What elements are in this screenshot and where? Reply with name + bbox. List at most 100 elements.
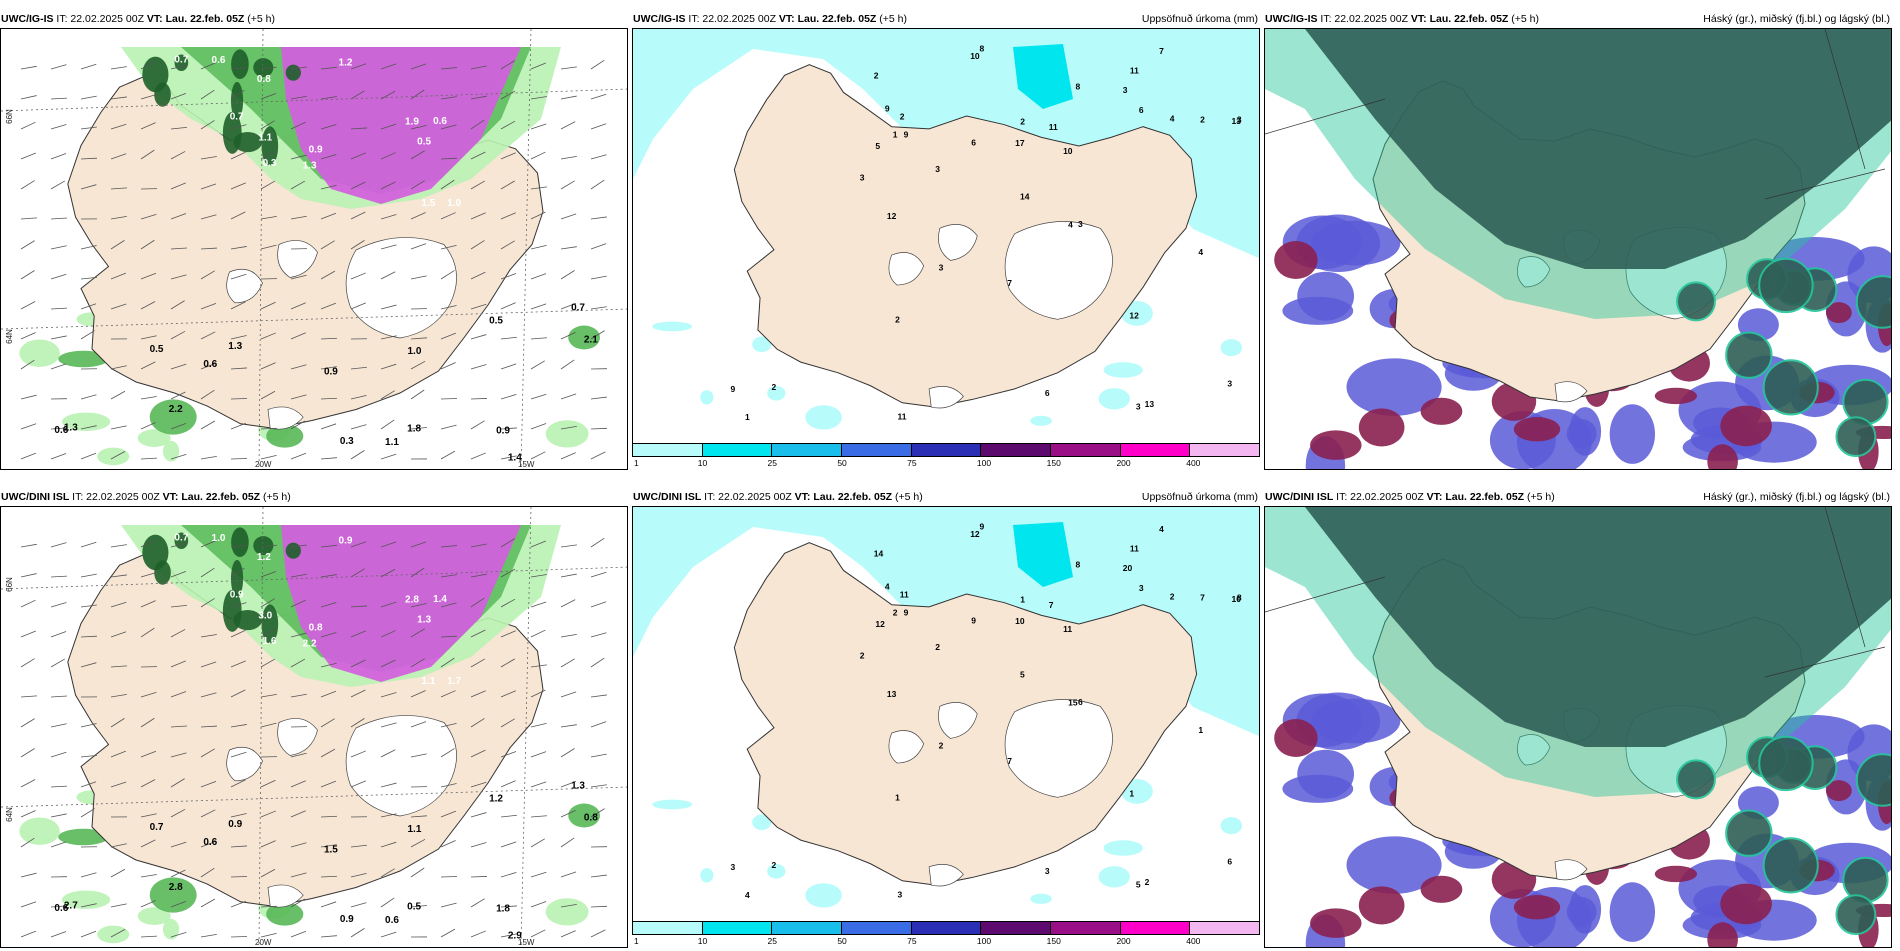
legend-swatch: [912, 922, 982, 934]
precip-value-label: 0.6: [203, 837, 217, 848]
convective-cell: [1759, 259, 1812, 312]
precip-amount-label: 11: [1130, 543, 1139, 553]
precip-amount-label: 1: [1129, 789, 1134, 799]
precip-area: [19, 817, 60, 845]
legend-swatch: [1190, 444, 1259, 456]
legend-tick-label: 400: [1186, 458, 1200, 468]
precip-value-label: 1.0: [408, 346, 422, 357]
precip-amount-label: 3: [935, 164, 940, 174]
precip-value-label: 0.7: [230, 112, 244, 123]
cloud-map[interactable]: [1264, 506, 1892, 948]
panel-row1-cloud: UWC/IG-IS IT: 22.02.2025 00Z VT: Lau. 22…: [1264, 12, 1892, 470]
legend-swatch: [842, 922, 912, 934]
panel-title: UWC/IG-IS IT: 22.02.2025 00Z VT: Lau. 22…: [1265, 13, 1539, 26]
precip-value-label: 2.1: [584, 335, 598, 346]
panel-row2-cloud: UWC/DINI ISL IT: 22.02.2025 00Z VT: Lau.…: [1264, 490, 1892, 948]
legend-swatch: [633, 444, 703, 456]
panel-row2-precip: UWC/DINI ISL IT: 22.02.2025 00Z VT: Lau.…: [632, 490, 1260, 948]
precip-area: [1030, 416, 1052, 426]
legend-colorbar: [632, 443, 1260, 457]
precip-amount-label: 11: [1063, 624, 1072, 634]
precip-value-label: 0.9: [496, 425, 510, 436]
precip-amount-label: 12: [887, 211, 897, 221]
mid-cloud: [1610, 882, 1655, 942]
precip-value-label: 0.5: [489, 315, 503, 326]
precip-amount-label: 10: [970, 51, 980, 61]
legend-tick-label: 50: [837, 458, 846, 468]
panel-field-title: Háský (gr.), miðský (fj.bl.) og lágský (…: [1703, 491, 1890, 504]
legend-tick-label: 1: [634, 936, 639, 946]
legend-tick-label: 200: [1116, 458, 1130, 468]
precip-amount-label: 8: [1075, 82, 1080, 92]
precip-value-label: 1.5: [421, 198, 435, 209]
panel-field-title: Uppsöfnuð úrkoma (mm): [1142, 491, 1258, 504]
precip-value-label: 0.9: [309, 144, 323, 155]
precip-amount-label: 20: [1123, 563, 1133, 573]
panel-title: UWC/IG-IS IT: 22.02.2025 00Z VT: Lau. 22…: [633, 13, 907, 26]
wind-barb: [471, 876, 487, 877]
precip-value-label: 3.0: [258, 611, 272, 622]
precip-amount-label: 3: [731, 862, 736, 872]
precip-amount-label: 7: [1007, 756, 1012, 766]
precip-amount-label: 4: [885, 581, 890, 591]
precip-value-label: 1.9: [405, 117, 419, 128]
low-cloud: [1720, 884, 1772, 925]
precip-amount-label: 12: [1129, 311, 1139, 321]
lon-label: 15W: [518, 460, 534, 469]
precip-value-label: 1.1: [258, 133, 272, 144]
panel-title: UWC/DINI ISL IT: 22.02.2025 00Z VT: Lau.…: [1265, 491, 1555, 504]
precip-amount-label: 13: [1145, 399, 1155, 409]
precip-area: [163, 919, 179, 940]
legend-tick-label: 10: [698, 936, 707, 946]
precip-amount-label: 6: [1078, 697, 1083, 707]
precip-value-label: 1.0: [447, 198, 461, 209]
precip-amount-label: 6: [1045, 388, 1050, 398]
precip-amount-label: 11: [897, 411, 906, 421]
precip-amount-label: 2: [939, 741, 944, 751]
panel-field-title: Uppsöfnuð úrkoma (mm): [1142, 13, 1258, 26]
panel-header: UWC/IG-IS IT: 22.02.2025 00Z VT: Lau. 22…: [1264, 12, 1892, 27]
precip-amount-label: 3: [860, 172, 865, 182]
low-cloud: [1310, 908, 1361, 938]
cloud-map[interactable]: [1264, 28, 1892, 470]
legend-swatch: [1051, 444, 1121, 456]
precip-cell: [154, 82, 171, 106]
legend-swatch: [772, 922, 842, 934]
lon-label: 20W: [255, 938, 271, 947]
wind-barb: [231, 936, 247, 937]
precip-amount-label: 9: [904, 129, 909, 139]
precip-value-label: 0.6: [203, 359, 217, 370]
low-cloud: [1274, 719, 1317, 757]
precip-area: [767, 386, 785, 401]
low-cloud: [1514, 417, 1560, 441]
precip-cell: [231, 49, 249, 79]
precip-value-label: 0.7: [571, 302, 585, 313]
precip-value-label: 0.8: [309, 622, 323, 633]
precip-value-label: 0.6: [433, 116, 447, 127]
legend-tick-label: 200: [1116, 936, 1130, 946]
precip-amount-label: 7: [1159, 46, 1164, 56]
lat-label: 66N: [5, 577, 14, 592]
precip-amount-label: 9: [731, 384, 736, 394]
legend-swatch: [1121, 444, 1191, 456]
wind-barb: [471, 398, 487, 399]
precip-amount-label: 11: [1130, 65, 1139, 75]
precip-area: [652, 322, 692, 332]
precip-area: [1099, 388, 1130, 409]
precip-amount-label: 4: [745, 890, 750, 900]
panel-header: UWC/DINI ISL IT: 22.02.2025 00Z VT: Lau.…: [632, 490, 1260, 505]
convective-cell: [1677, 760, 1715, 798]
precip-area: [1099, 866, 1130, 887]
precip-value-label: 1.2: [339, 58, 353, 69]
legend-tick-label: 100: [977, 936, 991, 946]
precip-area: [546, 420, 589, 447]
legend-tick-label: 150: [1047, 936, 1061, 946]
precip-amount-label: 5: [1020, 670, 1025, 680]
precip-area: [97, 448, 129, 466]
precip-amount-label: 2: [935, 642, 940, 652]
